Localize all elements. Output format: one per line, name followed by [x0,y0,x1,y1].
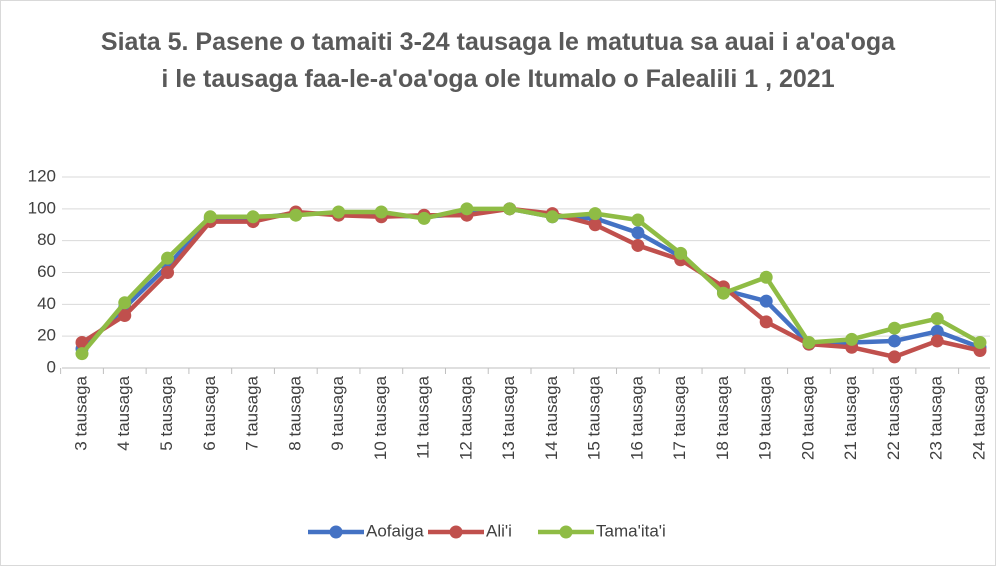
legend-label: Ali'i [486,521,512,540]
data-point [930,324,944,338]
x-tick-label: 4 tausaga [114,375,133,450]
data-point [118,296,132,310]
data-point [973,336,987,350]
data-point [203,210,217,224]
x-tick-label: 6 tausaga [200,375,219,450]
data-point [75,347,89,361]
data-point [503,202,517,216]
x-tick-label: 16 tausaga [627,375,646,460]
data-point [417,211,431,225]
data-point [887,334,901,348]
legend-marker [449,525,463,539]
x-tick-label: 19 tausaga [756,375,775,460]
x-tick-label: 7 tausaga [243,375,262,450]
data-point [631,213,645,227]
x-tick-label: 18 tausaga [713,375,732,460]
x-tick-label: 21 tausaga [841,375,860,460]
data-point [588,207,602,221]
data-point [75,336,89,350]
x-tick-label: 24 tausaga [969,375,988,460]
x-tick-label: 9 tausaga [328,375,347,450]
data-point [460,202,474,216]
data-point [374,205,388,219]
data-point [161,266,175,279]
x-tick-label: 11 tausaga [414,375,433,458]
x-tick-label: 10 tausaga [371,375,390,460]
y-tick-label: 60 [37,262,56,281]
y-tick-label: 80 [37,230,56,249]
data-point [588,218,602,232]
series-line [80,206,982,356]
x-tick-label: 12 tausaga [456,375,475,460]
data-point [631,226,645,240]
y-tick-label: 20 [37,326,56,345]
legend-marker [559,525,573,539]
data-point [759,270,773,284]
data-point [289,208,303,222]
data-point [845,332,859,346]
data-point [631,238,645,252]
data-point [759,294,773,308]
data-point [246,210,260,224]
data-point [161,251,175,265]
data-point [930,334,944,348]
data-point [887,350,901,364]
x-tick-label: 13 tausaga [499,375,518,460]
data-point [674,246,688,260]
x-tick-label: 23 tausaga [927,375,946,460]
y-tick-label: 0 [47,357,56,376]
x-tick-label: 8 tausaga [285,375,304,450]
data-point [545,210,559,224]
data-point [802,336,816,350]
y-tick-label: 100 [28,198,56,217]
x-tick-label: 20 tausaga [798,375,817,460]
x-tick-label: 14 tausaga [542,375,561,460]
x-tick-label: 3 tausaga [71,375,90,450]
x-tick-label: 15 tausaga [585,375,604,460]
x-tick-label: 22 tausaga [884,375,903,460]
data-point [887,321,901,335]
data-point [118,308,132,322]
data-point [759,315,773,329]
legend-label: Aofaiga [366,521,424,540]
data-point [332,205,346,219]
legend-label: Tama'ita'i [596,521,666,540]
y-tick-label: 40 [37,294,56,313]
chart-title: Siata 5. Pasene o tamaiti 3-24 tausaga l… [100,28,896,93]
data-point [716,286,730,300]
y-tick-label: 120 [28,166,56,185]
data-point [930,312,944,326]
legend-marker [329,525,343,539]
x-tick-label: 17 tausaga [670,375,689,460]
x-tick-label: 5 tausaga [157,375,176,450]
